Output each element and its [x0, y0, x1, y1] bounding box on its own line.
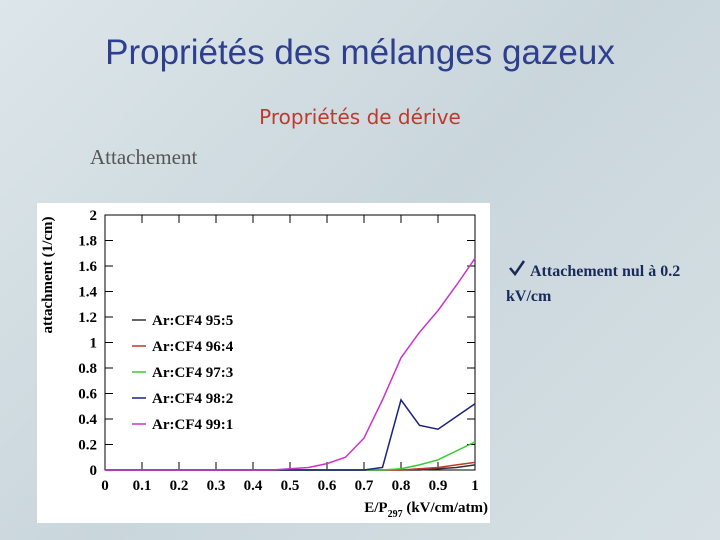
x-axis-label-sub: 297: [388, 509, 403, 520]
slide-title: Propriétés des mélanges gazeux: [105, 33, 615, 72]
y-tick-label: 1.8: [78, 234, 97, 250]
x-axis-label: E/P297 (kV/cm/atm): [364, 500, 488, 520]
x-tick-label: 0.5: [281, 478, 300, 494]
x-tick-label: 0.7: [355, 478, 374, 494]
x-tick-label: 0.1: [133, 478, 152, 494]
slide-subtitle: Propriétés de dérive: [259, 105, 461, 129]
legend-label: Ar:CF4 99:1: [152, 417, 233, 433]
y-tick-label: 1: [90, 336, 98, 352]
x-tick-label: 0.9: [429, 478, 448, 494]
y-tick-label: 1.6: [78, 259, 97, 275]
bullet-check: [509, 260, 526, 277]
x-tick-label: 0: [101, 478, 109, 494]
y-tick-label: 0.4: [78, 412, 97, 428]
series-line: [105, 257, 476, 471]
y-tick-label: 0.2: [78, 438, 97, 454]
y-tick-label: 1.2: [78, 310, 97, 326]
y-tick-label: 2: [90, 208, 98, 224]
legend-label: Ar:CF4 98:2: [152, 391, 233, 407]
note: Attachement nul à 0.2 kV/cm: [506, 263, 681, 305]
x-axis-label-main: E/P: [364, 500, 387, 516]
legend-label: Ar:CF4 97:3: [152, 365, 233, 381]
x-tick-label: 0.8: [392, 478, 411, 494]
x-tick-label: 0.4: [244, 478, 263, 494]
x-tick-label: 0.6: [318, 478, 337, 494]
section-heading: Attachement: [90, 145, 197, 169]
y-tick-label: 0.6: [78, 387, 97, 403]
legend-label: Ar:CF4 96:4: [152, 339, 234, 355]
y-tick-label: 0: [90, 463, 98, 479]
x-tick-label: 0.2: [170, 478, 189, 494]
y-tick-label: 1.4: [78, 285, 97, 301]
y-tick-label: 0.8: [78, 361, 97, 377]
x-tick-label: 1: [471, 478, 479, 494]
x-tick-label: 0.3: [207, 478, 226, 494]
legend-label: Ar:CF4 95:5: [152, 313, 233, 329]
y-axis-label: attachment (1/cm): [40, 216, 56, 333]
x-axis-label-unit: (kV/cm/atm): [403, 500, 488, 516]
